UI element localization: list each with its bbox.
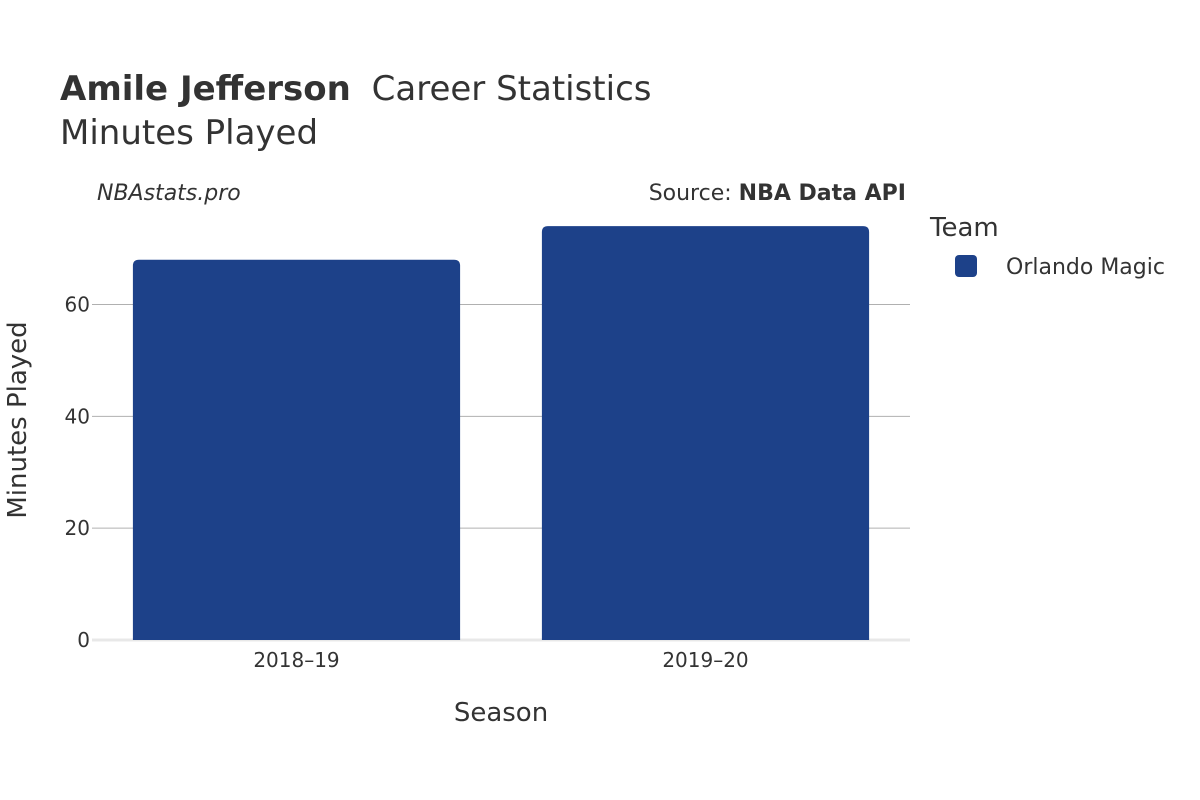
y-tick-label: 60 <box>65 292 90 316</box>
bar-2[interactable] <box>541 226 870 640</box>
x-axis-ticks: 2018–19 2019–20 <box>253 648 748 672</box>
legend-swatch[interactable] <box>955 255 977 277</box>
legend: Team Orlando Magic <box>929 213 1165 280</box>
title-rest: Career Statistics <box>372 69 652 109</box>
x-tick-label: 2019–20 <box>662 648 748 672</box>
legend-items: Orlando Magic <box>955 255 1165 280</box>
watermark: NBAstats.pro <box>97 181 241 206</box>
legend-title: Team <box>929 213 999 243</box>
legend-label[interactable]: Orlando Magic <box>1006 255 1165 280</box>
y-axis-ticks: 0 20 40 60 <box>65 292 90 652</box>
y-axis-title: Minutes Played <box>3 321 33 518</box>
x-tick-label: 2018–19 <box>253 648 339 672</box>
source-prefix: Source: <box>649 181 739 206</box>
source-name: NBA Data API <box>739 181 906 206</box>
y-tick-label: 20 <box>65 516 90 540</box>
bars <box>132 226 870 640</box>
source-label: Source: NBA Data API <box>649 181 906 206</box>
bar-1[interactable] <box>132 259 461 640</box>
y-tick-label: 0 <box>77 628 90 652</box>
chart-title: Amile Jefferson Career Statistics <box>60 69 652 109</box>
x-axis-title: Season <box>454 698 548 728</box>
chart-subtitle: Minutes Played <box>60 113 318 153</box>
player-name: Amile Jefferson <box>60 69 351 109</box>
y-tick-label: 40 <box>65 404 90 428</box>
